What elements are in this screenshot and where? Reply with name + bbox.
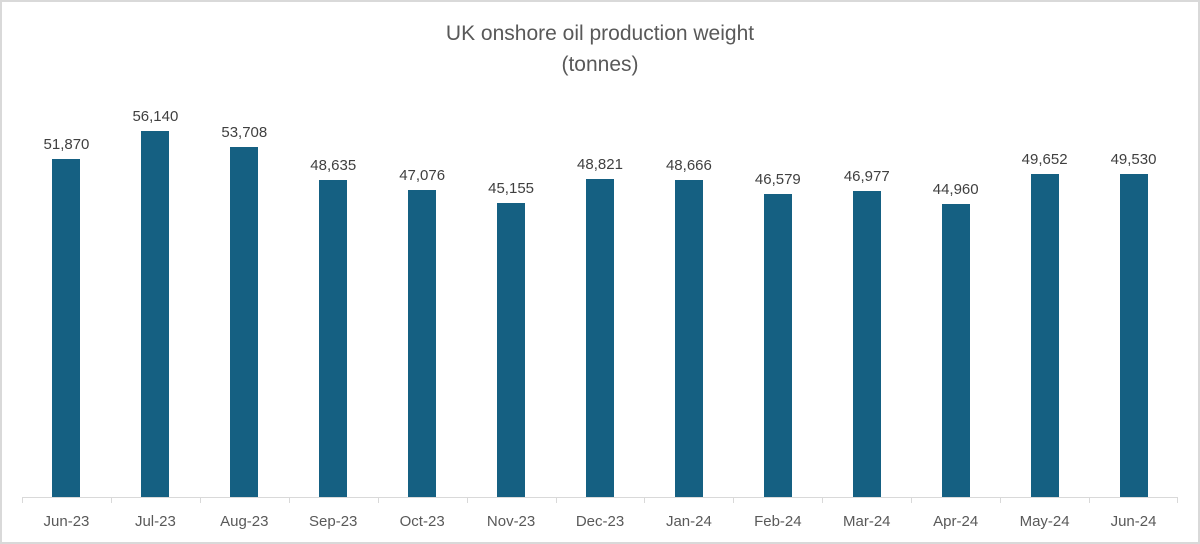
bar-value-label: 49,652 (1021, 151, 1068, 168)
bar (1030, 174, 1059, 497)
axis-tick (110, 498, 112, 503)
x-axis-label: Aug-23 (220, 513, 269, 530)
bar-cell: 49,530 (1089, 97, 1178, 497)
x-axis-line (22, 497, 1178, 498)
axis-tick (466, 498, 468, 503)
bar-cell: 48,635 (289, 97, 378, 497)
x-axis-label: Jul-23 (134, 513, 176, 530)
axis-tick (911, 498, 913, 503)
bar-cell: 48,821 (556, 97, 645, 497)
bar-cell: 46,579 (733, 97, 822, 497)
bars-row: 51,870 56,140 53,708 48,635 47,076 45,155 48,8… (22, 97, 1178, 497)
bar (408, 190, 437, 497)
bar (497, 203, 526, 497)
axis-tick (733, 498, 735, 503)
x-axis-label: Sep-23 (309, 513, 358, 530)
plot-area: 51,870 56,140 53,708 48,635 47,076 45,155 48,8… (22, 97, 1178, 497)
bar (941, 204, 970, 497)
bar-value-label: 47,076 (399, 167, 446, 184)
bar-value-label: 49,530 (1110, 151, 1157, 168)
bar (585, 179, 614, 497)
bar-cell: 44,960 (911, 97, 1000, 497)
axis-tick (1177, 498, 1178, 503)
bar-cell: 51,870 (22, 97, 111, 497)
x-axis-label: Feb-24 (754, 513, 802, 530)
chart-title-line1: UK onshore oil production weight (445, 22, 755, 45)
axis-tick (22, 498, 23, 503)
bar-value-label: 51,870 (43, 136, 90, 153)
x-axis-label: Dec-23 (575, 513, 625, 530)
x-axis-label: May-24 (1019, 513, 1070, 530)
bar-cell: 46,977 (822, 97, 911, 497)
bar (674, 180, 703, 497)
x-axis-label: Oct-23 (399, 513, 445, 530)
axis-tick (822, 498, 824, 503)
axis-tick (555, 498, 557, 503)
x-axis-labels: Jun-23 Jul-23 Aug-23 Sep-23 Oct-23 Nov-23 Dec-… (22, 513, 1178, 530)
axis-tick (377, 498, 379, 503)
axis-tick (199, 498, 201, 503)
axis-tick (644, 498, 646, 503)
bar-cell: 49,652 (1000, 97, 1089, 497)
axis-tick (288, 498, 290, 503)
bar (319, 180, 348, 497)
bar-value-label: 45,155 (488, 180, 535, 197)
x-axis-label: Apr-24 (933, 513, 979, 530)
x-axis-label: Jan-24 (665, 513, 712, 530)
bar (852, 191, 881, 497)
bar-value-label: 53,708 (221, 124, 268, 141)
bar-cell: 45,155 (467, 97, 556, 497)
x-axis-label: Nov-23 (486, 513, 536, 530)
axis-tick (1089, 498, 1091, 503)
bar (763, 194, 792, 497)
bar (230, 147, 259, 497)
bar-value-label: 46,579 (754, 171, 801, 188)
bar-cell: 47,076 (378, 97, 467, 497)
bar-value-label: 46,977 (843, 168, 890, 185)
x-axis-label: Mar-24 (843, 513, 891, 530)
bar-cell: 48,666 (644, 97, 733, 497)
bar-value-label: 48,666 (665, 157, 712, 174)
chart-title-line2: (tonnes) (561, 53, 639, 76)
x-axis-ticks (22, 498, 1178, 503)
bar-cell: 53,708 (200, 97, 289, 497)
bar (141, 131, 170, 497)
bar (52, 159, 81, 497)
bar-cell: 56,140 (111, 97, 200, 497)
bar (1119, 174, 1148, 497)
x-axis-label: Jun-24 (1110, 513, 1157, 530)
bar-value-label: 44,960 (932, 181, 979, 198)
x-axis-label: Jun-23 (43, 513, 90, 530)
bar-value-label: 48,821 (577, 156, 623, 173)
axis-tick (1000, 498, 1002, 503)
bar-value-label: 48,635 (310, 157, 357, 174)
bar-value-label: 56,140 (132, 108, 179, 125)
chart-title: UK onshore oil production weight (tonnes… (2, 18, 1198, 80)
